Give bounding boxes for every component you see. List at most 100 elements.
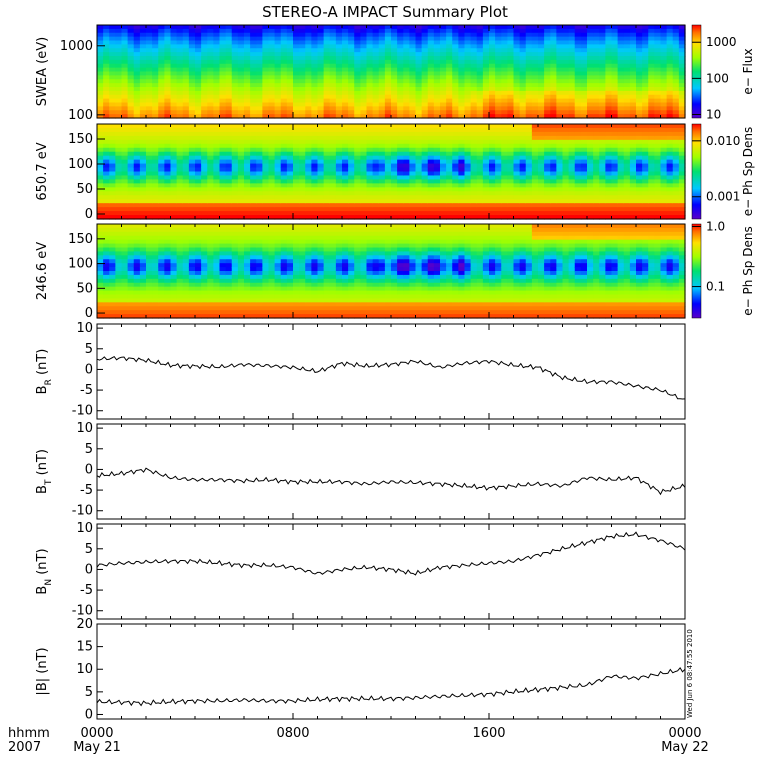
heatmap-cell bbox=[274, 131, 282, 137]
heatmap-cell bbox=[605, 63, 613, 69]
heatmap-cell bbox=[378, 48, 386, 53]
heatmap-cell bbox=[446, 75, 453, 80]
heatmap-cell bbox=[146, 143, 153, 149]
heatmap-cell bbox=[158, 302, 165, 307]
heatmap-cell bbox=[446, 179, 453, 184]
heatmap-cell bbox=[323, 110, 331, 115]
heatmap-cell bbox=[489, 114, 496, 119]
heatmap-cell bbox=[268, 102, 276, 107]
heatmap-cell bbox=[182, 98, 190, 104]
heatmap-cell bbox=[323, 114, 331, 119]
heatmap-cell bbox=[133, 239, 141, 245]
heatmap-cell bbox=[323, 36, 331, 42]
heatmap-cell bbox=[329, 215, 337, 220]
heatmap-cell bbox=[219, 102, 227, 107]
heatmap-cell bbox=[611, 195, 619, 200]
heatmap-cell bbox=[103, 83, 110, 88]
heatmap-cell bbox=[372, 83, 380, 88]
heatmap-cell bbox=[446, 98, 453, 104]
heatmap-cell bbox=[268, 147, 276, 153]
heatmap-cell bbox=[182, 187, 190, 192]
heatmap-cell bbox=[544, 40, 551, 45]
heatmap-cell bbox=[617, 171, 625, 177]
heatmap-cell bbox=[109, 286, 116, 292]
heatmap-cell bbox=[115, 302, 123, 307]
heatmap-cell bbox=[237, 175, 245, 181]
heatmap-cell bbox=[366, 44, 374, 49]
heatmap-cell bbox=[568, 159, 576, 165]
heatmap-cell bbox=[213, 143, 221, 149]
heatmap-cell bbox=[482, 143, 490, 149]
heatmap-cell bbox=[599, 163, 606, 169]
heatmap-cell bbox=[121, 114, 129, 119]
heatmap-cell bbox=[109, 239, 116, 245]
heatmap-cell bbox=[97, 90, 104, 96]
heatmap-cell bbox=[121, 159, 129, 165]
heatmap-cell bbox=[280, 199, 288, 204]
heatmap-cell bbox=[378, 25, 386, 30]
heatmap-cell bbox=[139, 75, 147, 80]
heatmap-cell bbox=[623, 67, 631, 73]
heatmap-cell bbox=[360, 175, 368, 181]
heatmap-cell bbox=[97, 67, 104, 73]
heatmap-cell bbox=[231, 75, 239, 80]
heatmap-cell bbox=[587, 114, 594, 119]
heatmap-cell bbox=[97, 271, 104, 276]
heatmap-cell bbox=[158, 195, 165, 200]
heatmap-cell bbox=[421, 102, 429, 107]
heatmap-cell bbox=[293, 127, 300, 133]
heatmap-cell bbox=[666, 114, 674, 119]
heatmap-cell bbox=[470, 131, 478, 137]
heatmap-cell bbox=[501, 183, 508, 188]
heatmap-cell bbox=[164, 159, 172, 165]
heatmap-cell bbox=[599, 167, 606, 173]
heatmap-cell bbox=[152, 183, 159, 188]
heatmap-cell bbox=[207, 195, 214, 200]
heatmap-cell bbox=[176, 25, 184, 30]
heatmap-cell bbox=[188, 98, 196, 104]
heatmap-cell bbox=[164, 79, 172, 84]
heatmap-cell bbox=[121, 302, 129, 307]
heatmap-cell bbox=[409, 110, 417, 115]
heatmap-cell bbox=[513, 163, 521, 169]
heatmap-cell bbox=[654, 59, 662, 65]
heatmap-cell bbox=[250, 171, 257, 177]
heatmap-cell bbox=[654, 179, 662, 184]
heatmap-cell bbox=[660, 187, 668, 192]
heatmap-cell bbox=[121, 40, 129, 45]
heatmap-cell bbox=[250, 25, 257, 30]
heatmap-cell bbox=[495, 56, 502, 61]
heatmap-cell bbox=[127, 25, 135, 30]
heatmap-cell bbox=[672, 63, 680, 69]
heatmap-cell bbox=[378, 44, 386, 49]
heatmap-cell bbox=[476, 175, 484, 181]
heatmap-cell bbox=[115, 155, 123, 161]
heatmap-cell bbox=[262, 135, 270, 141]
heatmap-cell bbox=[225, 28, 233, 34]
heatmap-cell bbox=[568, 28, 576, 34]
heatmap-cell bbox=[409, 94, 417, 100]
heatmap-cell bbox=[556, 163, 564, 169]
heatmap-cell bbox=[623, 183, 631, 188]
heatmap-cell bbox=[335, 171, 343, 177]
heatmap-cell bbox=[329, 102, 337, 107]
heatmap-cell bbox=[207, 175, 214, 181]
heatmap-cell bbox=[127, 48, 135, 53]
heatmap-cell bbox=[280, 87, 288, 92]
heatmap-cell bbox=[433, 98, 441, 104]
heatmap-cell bbox=[384, 87, 392, 92]
heatmap-cell bbox=[109, 71, 116, 76]
heatmap-cell bbox=[458, 207, 466, 212]
heatmap-cell bbox=[262, 40, 270, 45]
heatmap-cell bbox=[397, 44, 404, 49]
heatmap-cell bbox=[133, 286, 141, 292]
heatmap-cell bbox=[556, 63, 564, 69]
heatmap-cell bbox=[280, 94, 288, 100]
heatmap-cell bbox=[164, 28, 172, 34]
heatmap-cell bbox=[323, 98, 331, 104]
heatmap-cell bbox=[403, 211, 410, 216]
heatmap-cell bbox=[115, 267, 123, 272]
heatmap-cell bbox=[538, 183, 545, 188]
heatmap-cell bbox=[127, 235, 135, 241]
heatmap-cell bbox=[519, 75, 527, 80]
